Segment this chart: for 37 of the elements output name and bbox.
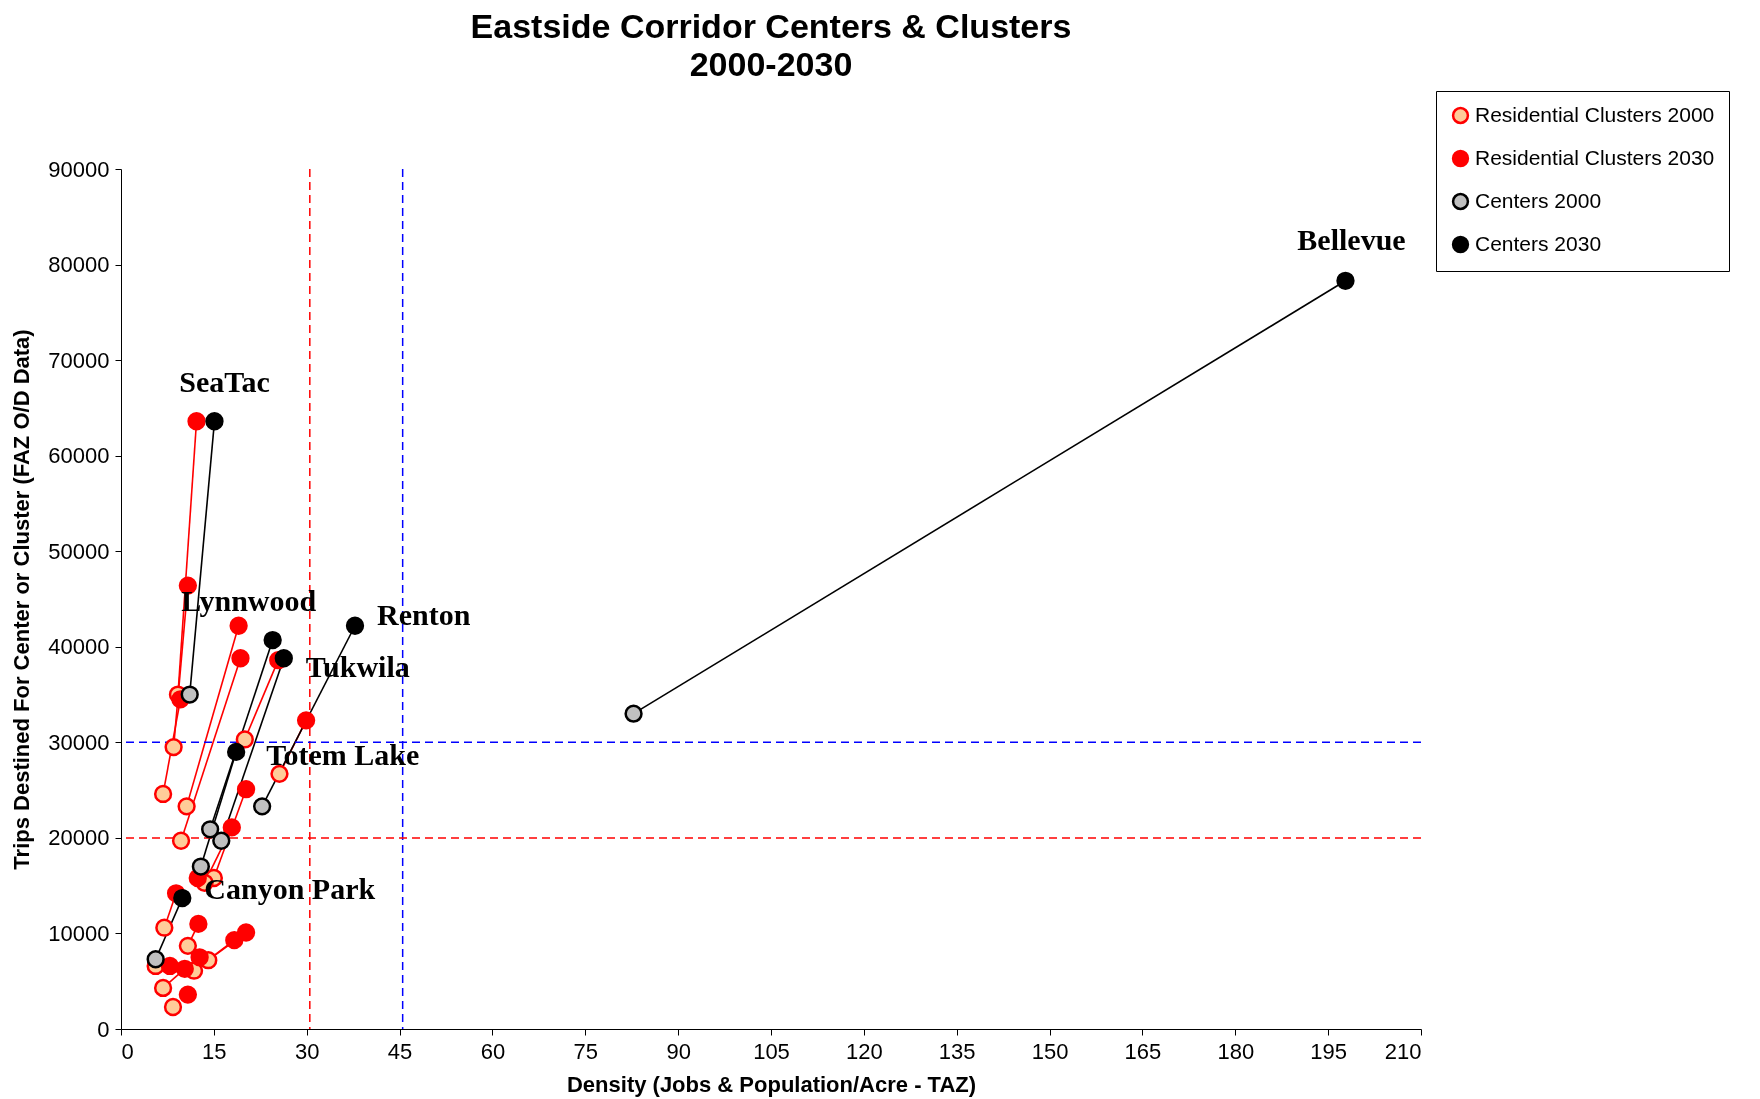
y-axis-title: Trips Destined For Center or Cluster (FAZ O/D Data) [9,329,35,870]
y-tick-label: 30000 [48,729,110,755]
annotation: Bellevue [1297,222,1406,256]
x-axis-title: Density (Jobs & Population/Acre - TAZ) [566,1071,977,1097]
legend-label: Centers 2030 [1475,231,1602,255]
x-tick-label: 210 [1384,1038,1422,1064]
x-tick-label: 0 [121,1038,134,1064]
x-tick-label: 75 [573,1038,599,1064]
x-tick-label: 45 [387,1038,413,1064]
y-tick-label: 50000 [48,538,110,564]
annotation: SeaTac [179,365,270,399]
legend-label: Residential Clusters 2030 [1475,145,1715,169]
x-tick-label: 15 [202,1038,227,1064]
y-tick-label: 40000 [48,634,110,660]
x-tick-label: 30 [294,1038,320,1064]
annotation: Renton [377,597,471,631]
y-tick-label: 60000 [48,443,110,469]
x-tick-label: 120 [846,1038,883,1064]
x-tick-label: 105 [753,1038,790,1064]
chart-subtitle: 2000-2030 [689,44,853,83]
y-tick-label: 90000 [48,156,110,182]
x-tick-label: 195 [1310,1038,1347,1064]
x-tick-label: 60 [480,1038,506,1064]
y-tick-label: 10000 [48,920,110,946]
x-tick-label: 165 [1124,1038,1162,1064]
x-tick-label: 150 [1031,1038,1069,1064]
x-tick-label: 135 [938,1038,976,1064]
y-tick-label: 70000 [48,347,110,373]
x-tick-label: 180 [1217,1038,1255,1064]
legend-label: Centers 2000 [1475,188,1602,212]
y-tick-label: 80000 [48,252,110,278]
y-tick-label: 20000 [48,825,110,851]
y-tick-label: 0 [97,1016,110,1042]
x-tick-label: 90 [666,1038,691,1064]
chart-title: Eastside Corridor Centers & Clusters [470,6,1072,45]
legend-label: Residential Clusters 2000 [1475,102,1715,126]
annotation: Canyon Park [204,872,376,906]
